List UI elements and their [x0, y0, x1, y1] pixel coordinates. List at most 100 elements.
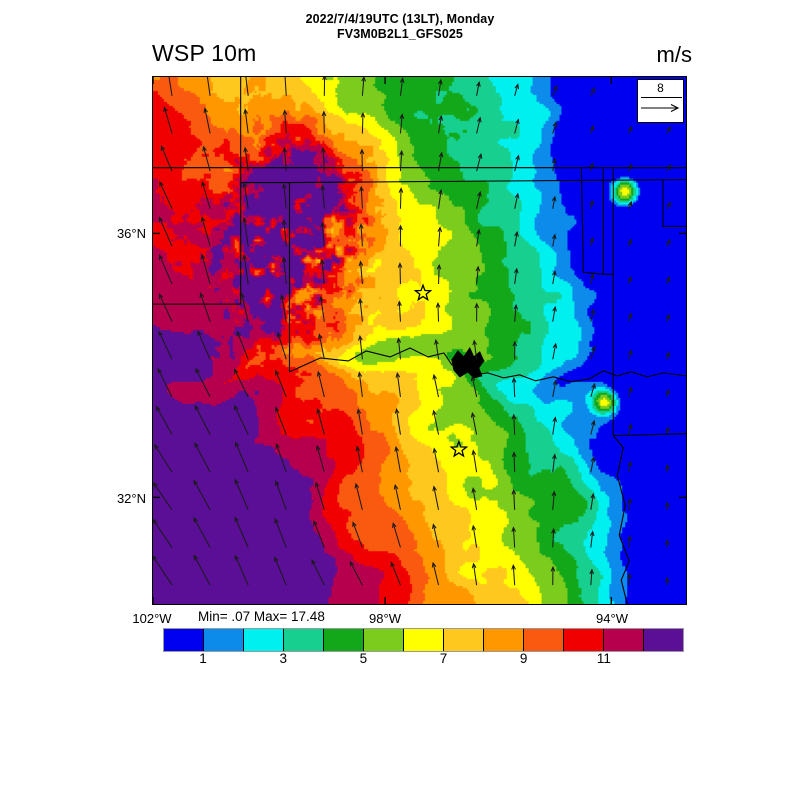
wind-vector-head	[515, 118, 520, 125]
wind-vector	[513, 414, 516, 435]
wind-vector	[392, 523, 401, 548]
wind-vector	[158, 217, 173, 247]
wind-vector	[243, 182, 249, 209]
wind-vector-head	[666, 201, 672, 208]
wind-vector-head	[590, 456, 596, 463]
wind-vector	[512, 565, 516, 586]
wind-vector-head	[279, 293, 285, 300]
wind-speed-shaded-field	[153, 77, 686, 604]
wind-vector	[590, 87, 595, 97]
wind-vector-head	[437, 226, 443, 233]
wind-vector	[356, 446, 363, 473]
minmax-stats-label: Min= .07 Max= 17.48	[198, 609, 325, 624]
wind-vector	[200, 293, 211, 322]
wind-vector	[438, 190, 442, 209]
wind-vector	[590, 163, 594, 172]
wind-vector-head	[664, 576, 670, 583]
wind-vector-head	[514, 230, 519, 237]
wind-vector	[233, 369, 249, 398]
wind-vector	[234, 479, 249, 511]
wind-vector	[513, 452, 516, 473]
wind-vector-head	[275, 369, 280, 376]
wind-vector-head	[281, 182, 287, 189]
wind-vector	[359, 336, 363, 360]
wind-vector	[359, 299, 363, 322]
wind-vector	[201, 217, 211, 247]
wind-vector-head	[157, 367, 163, 374]
wind-vector	[283, 257, 287, 285]
state-border-ok-north	[289, 179, 686, 184]
wind-vector-head	[194, 404, 200, 411]
wind-vector	[433, 374, 440, 398]
wind-vector	[160, 146, 173, 172]
wind-vector-head	[313, 519, 318, 526]
wind-vector	[352, 522, 363, 548]
wind-vector	[317, 371, 325, 398]
wind-vector	[243, 217, 249, 247]
wind-vector-head	[434, 338, 439, 345]
wind-vector-head	[163, 106, 168, 113]
wind-vector-head	[319, 258, 325, 265]
wind-vector-head	[471, 524, 477, 531]
colorbar-segment-11	[604, 629, 644, 651]
wind-vector-head	[234, 478, 239, 485]
wind-vector	[628, 350, 632, 360]
wind-vector	[197, 331, 211, 360]
wind-vector	[590, 274, 594, 285]
wind-vector-head	[392, 522, 397, 528]
wind-vector-head	[438, 114, 444, 121]
wind-vector-head	[627, 200, 633, 207]
wind-vector-head	[234, 554, 240, 561]
wind-vector-head	[356, 408, 362, 415]
wind-vector-head	[358, 334, 363, 341]
wind-vector-head	[233, 368, 239, 374]
colorbar-tick-1: 1	[199, 651, 207, 666]
wind-vector-head	[591, 345, 596, 352]
wind-vector-head	[399, 113, 405, 120]
colorbar-tick-labels: 1 3 5 7 9 11	[163, 651, 684, 669]
wind-vector-head	[666, 238, 671, 245]
wind-vector	[275, 481, 287, 511]
wind-vector	[355, 483, 363, 511]
wind-vector-head	[160, 145, 166, 151]
wind-vector-head	[320, 184, 326, 191]
wind-vector-head	[158, 254, 164, 260]
wind-vector-head	[317, 333, 323, 340]
wind-vector-head	[275, 406, 280, 413]
wind-vector	[476, 154, 482, 172]
wind-vector	[158, 294, 173, 322]
wind-vector	[275, 370, 287, 398]
wind-vector	[244, 109, 249, 134]
wind-vector	[322, 148, 325, 172]
wind-vector-head	[193, 479, 199, 486]
wind-vector	[283, 220, 287, 247]
wind-vector-head	[627, 460, 633, 467]
colorbar-segment-9	[524, 629, 564, 651]
wind-vector-head	[236, 330, 241, 337]
wind-vector-head	[432, 409, 437, 416]
wind-vector	[552, 380, 557, 398]
wind-vector-head	[399, 149, 404, 156]
wind-vector	[398, 301, 401, 322]
wind-vector	[156, 406, 173, 435]
wind-vector-head	[349, 560, 355, 567]
wind-vector	[514, 268, 518, 285]
wind-vector	[590, 420, 595, 435]
wind-vector-head	[627, 572, 632, 579]
title-line-model: FV3M0B2L1_GFS025	[337, 27, 463, 41]
wind-vector-head	[476, 80, 481, 87]
wind-vector	[473, 340, 478, 360]
wind-vector-head	[589, 199, 594, 206]
state-border-ar-la	[613, 433, 686, 437]
wind-vector-head	[390, 561, 395, 568]
wind-vector-head	[552, 416, 558, 423]
station-star-north	[413, 283, 433, 302]
wind-vector-head	[551, 527, 556, 534]
red-river-boundary	[289, 347, 686, 383]
wind-vector	[472, 450, 478, 473]
wind-vector	[361, 113, 364, 134]
wind-vector-head	[591, 382, 596, 389]
wind-vector-head	[628, 386, 633, 393]
wind-vector	[471, 376, 478, 398]
wind-vector-head	[511, 413, 517, 420]
